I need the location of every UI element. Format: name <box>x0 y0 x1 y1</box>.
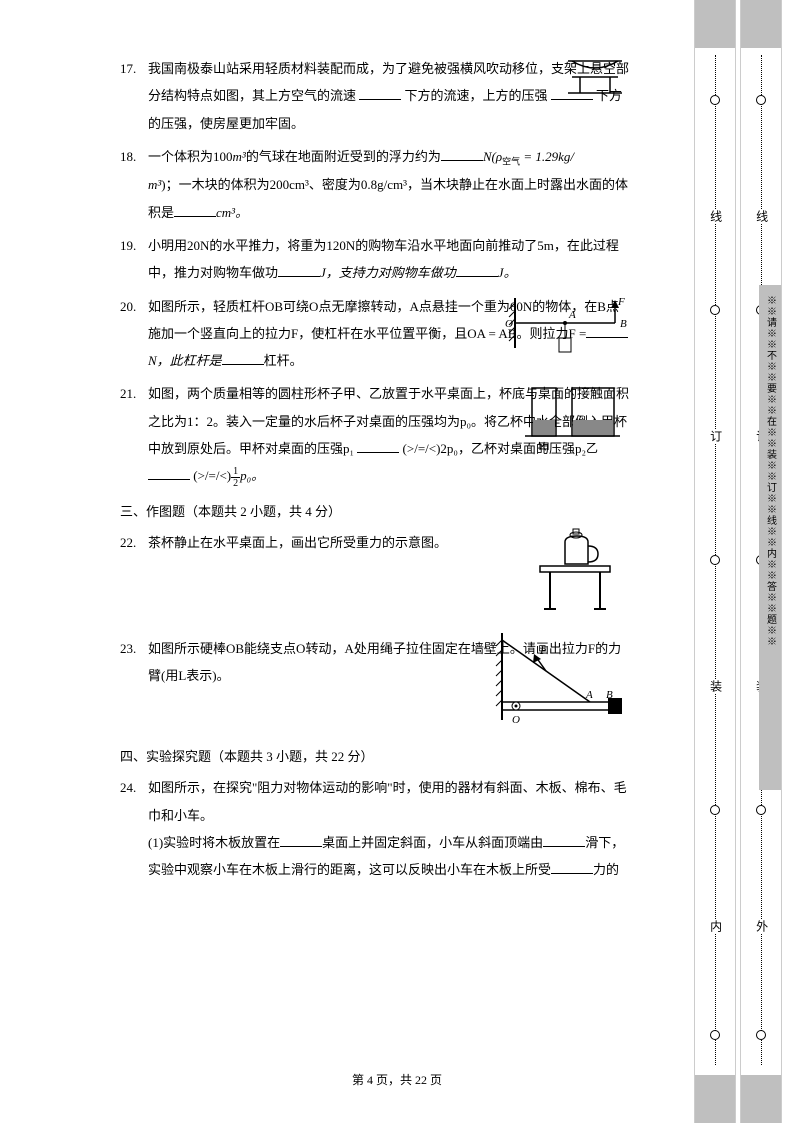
svg-text:O: O <box>505 318 513 330</box>
question-20: 20. O A B F 如图所示，轻质杠杆OB可绕O点无摩擦转动，A点悬挂一个重… <box>120 293 630 375</box>
blank[interactable] <box>222 351 264 365</box>
q22-a: 茶杯静止在水平桌面上，画出它所受重力的示意图。 <box>148 535 447 550</box>
blank[interactable] <box>551 860 593 874</box>
question-19: 19. 小明用20N的水平推力，将重为120N的购物车沿水平地面向前推动了5m，… <box>120 232 630 287</box>
q24-e: 力的 <box>593 862 619 877</box>
question-18: 18. 一个体积为100m³的气球在地面附近受到的浮力约为N(ρ空气 = 1.2… <box>120 143 630 226</box>
warning-strip: ※※请※※不※※要※※在※※装※※订※※线※※内※※答※※题※※ <box>759 285 781 790</box>
q-body: 如图所示，在探究"阻力对物体运动的影响"时，使用的器材有斜面、木板、棉布、毛巾和… <box>148 774 630 883</box>
circle-icon <box>756 1030 766 1040</box>
svg-text:F: F <box>539 643 548 657</box>
lever-figure: O A B F <box>505 293 630 363</box>
label-zhuang: 装 <box>702 680 727 694</box>
q-num: 22. <box>120 529 148 629</box>
circle-icon <box>710 1030 720 1040</box>
q-body: O A B F 如图所示，轻质杠杆OB可绕O点无摩擦转动，A点悬挂一个重为60N… <box>148 293 630 375</box>
q20-b: N，此杠杆是 <box>148 353 222 368</box>
label-xian: 线 <box>748 210 773 224</box>
svg-text:A: A <box>568 309 576 321</box>
circle-icon <box>710 805 720 815</box>
svg-text:甲: 甲 <box>538 441 550 455</box>
blank[interactable] <box>456 263 498 277</box>
svg-text:F: F <box>617 296 625 308</box>
q-body: F O A B 如图所示硬棒OB能绕支点O转动，A处用绳子拉住固定在墙壁上。请画… <box>148 635 630 735</box>
label-xian: 线 <box>702 210 727 224</box>
side-column-outer: 线 订 装 外 ※※请※※不※※要※※在※※装※※订※※线※※内※※答※※题※※ <box>740 0 782 1123</box>
q18-a: 一个体积为100 <box>148 149 233 164</box>
question-21: 21. 甲 乙 如图，两个质量相等的圆柱形杯子甲、乙放置于水平桌面上，杯底与桌面… <box>120 380 630 489</box>
cups-figure: 甲 乙 <box>520 380 630 465</box>
q19-b: J，支持力对购物车做功 <box>320 265 456 280</box>
gray-block <box>695 0 735 48</box>
svg-text:B: B <box>606 689 613 701</box>
question-23: 23. F O A B 如图所示硬棒OB能绕支点O转动，A处用绳子拉住固定在墙壁… <box>120 635 630 735</box>
gray-block <box>741 1075 781 1123</box>
q-num: 24. <box>120 774 148 883</box>
label-ding: 订 <box>702 430 727 444</box>
roof-figure <box>560 53 630 97</box>
q18-d: = 1.29kg/ <box>520 149 574 164</box>
q-num: 19. <box>120 232 148 287</box>
q-num: 20. <box>120 293 148 375</box>
lever-f-figure: F O A B <box>490 630 630 730</box>
q20-c: 杠杆。 <box>264 353 303 368</box>
q-body: 甲 乙 如图，两个质量相等的圆柱形杯子甲、乙放置于水平桌面上，杯底与桌面的接触面… <box>148 380 630 489</box>
label-wai: 外 <box>748 920 773 934</box>
unit: m³ <box>233 149 246 164</box>
question-17: 17. 我国南极泰山站采用轻质材料装配而成，为了避免被强横风吹动移位，支架上悬空… <box>120 55 630 137</box>
blank[interactable] <box>280 833 322 847</box>
q17-text-b: 下方的流速，上方的压强 <box>405 88 548 103</box>
q24-a: 如图所示，在探究"阻力对物体运动的影响"时，使用的器材有斜面、木板、棉布、毛巾和… <box>148 780 627 822</box>
q21-d: p₀。 <box>240 468 264 483</box>
q-num: 17. <box>120 55 148 137</box>
gray-block <box>741 0 781 48</box>
gray-block <box>695 1075 735 1123</box>
blank[interactable] <box>278 263 320 277</box>
q-body: 一个体积为100m³的气球在地面附近受到的浮力约为N(ρ空气 = 1.29kg/… <box>148 143 630 226</box>
circle-icon <box>756 805 766 815</box>
section-3-title: 三、作图题（本题共 2 小题，共 4 分） <box>120 498 630 525</box>
q18-b: 的气球在地面附近受到的浮力约为 <box>246 149 441 164</box>
svg-text:A: A <box>585 689 593 701</box>
q21-c: (>/=/<) <box>193 468 231 483</box>
q18-f: cm³。 <box>216 205 248 220</box>
q-num: 18. <box>120 143 148 226</box>
teacup-figure <box>520 524 630 619</box>
blank[interactable] <box>148 466 190 480</box>
side-column-inner: 线 订 装 内 <box>694 0 736 1123</box>
svg-text:B: B <box>620 318 627 330</box>
q-num: 21. <box>120 380 148 489</box>
blank[interactable] <box>441 147 483 161</box>
blank[interactable] <box>359 86 401 100</box>
circle-icon <box>710 305 720 315</box>
q-body: 我国南极泰山站采用轻质材料装配而成，为了避免被强横风吹动移位，支架上悬空部分结构… <box>148 55 630 137</box>
q-body: 茶杯静止在水平桌面上，画出它所受重力的示意图。 <box>148 529 630 629</box>
unit: m³ <box>148 177 161 192</box>
q-body: 小明用20N的水平推力，将重为120N的购物车沿水平地面向前推动了5m，在此过程… <box>148 232 630 287</box>
q24-b: (1)实验时将木板放置在 <box>148 835 280 850</box>
warning-text: ※※请※※不※※要※※在※※装※※订※※线※※内※※答※※题※※ <box>760 295 781 647</box>
circle-icon <box>756 95 766 105</box>
svg-text:O: O <box>512 714 520 726</box>
blank[interactable] <box>543 833 585 847</box>
page-footer: 第 4 页，共 22 页 <box>0 1068 794 1093</box>
section-4-title: 四、实验探究题（本题共 3 小题，共 22 分） <box>120 743 630 770</box>
svg-text:乙: 乙 <box>586 441 598 455</box>
sub: 空气 <box>502 156 520 166</box>
question-22: 22. 茶杯静止在水平桌面上，画出它所受重力的示意图。 <box>120 529 630 629</box>
q18-c: N(ρ <box>483 149 502 164</box>
circle-icon <box>710 95 720 105</box>
q19-c: J。 <box>498 265 517 280</box>
blank[interactable] <box>357 439 399 453</box>
page-content: 17. 我国南极泰山站采用轻质材料装配而成，为了避免被强横风吹动移位，支架上悬空… <box>120 55 630 889</box>
q24-c: 桌面上并固定斜面，小车从斜面顶端由 <box>322 835 543 850</box>
question-24: 24. 如图所示，在探究"阻力对物体运动的影响"时，使用的器材有斜面、木板、棉布… <box>120 774 630 883</box>
q-num: 23. <box>120 635 148 735</box>
blank[interactable] <box>174 203 216 217</box>
circle-icon <box>710 555 720 565</box>
label-nei: 内 <box>702 920 727 934</box>
